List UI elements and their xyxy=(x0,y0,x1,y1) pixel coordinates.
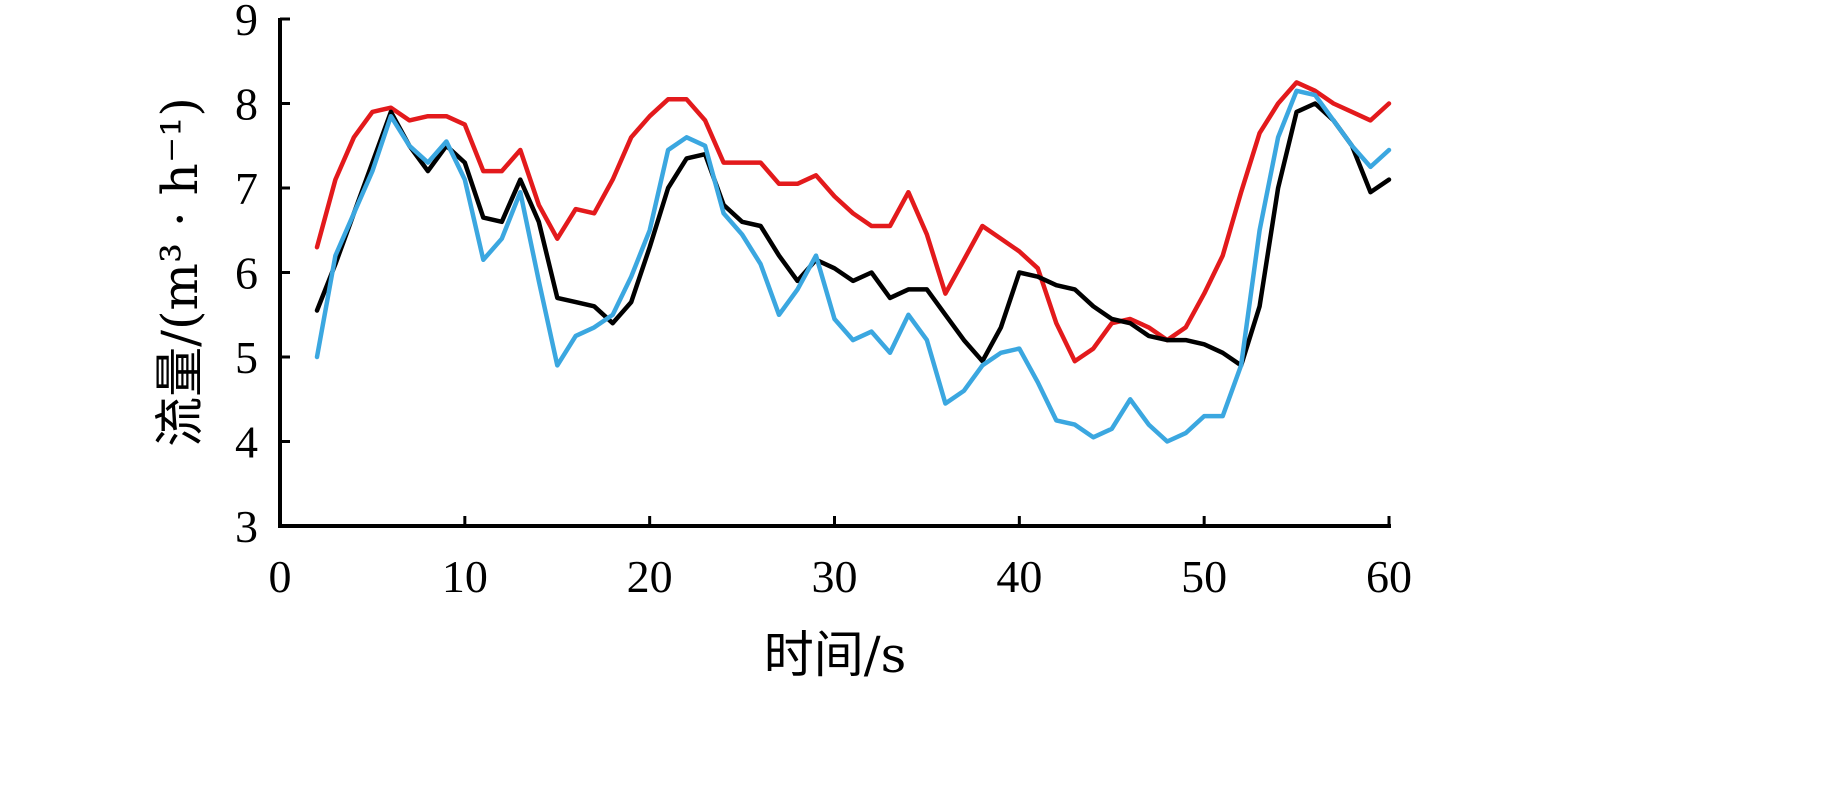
x-tick-label: 50 xyxy=(1181,551,1227,602)
y-ticks: 3 4 5 6 7 8 9 xyxy=(235,0,290,552)
series-line-1 xyxy=(314,80,1392,364)
x-tick-label: 20 xyxy=(627,551,673,602)
series-layer xyxy=(314,80,1392,444)
y-tick-label: 8 xyxy=(235,79,258,130)
y-tick-label: 3 xyxy=(235,501,258,552)
series-line-3 xyxy=(314,88,1392,444)
x-tick-label: 10 xyxy=(442,551,488,602)
x-axis-title: 时间/s xyxy=(764,626,907,684)
x-tick-label: 0 xyxy=(269,551,292,602)
x-tick-label: 40 xyxy=(996,551,1042,602)
y-tick-label: 4 xyxy=(235,417,258,468)
x-ticks: 0 10 20 30 40 50 60 xyxy=(269,516,1412,602)
x-tick-label: 60 xyxy=(1366,551,1412,602)
series-line-2 xyxy=(314,101,1392,368)
y-tick-label: 5 xyxy=(235,332,258,383)
x-tick-label: 30 xyxy=(812,551,858,602)
y-tick-label: 7 xyxy=(235,163,258,214)
y-tick-label: 9 xyxy=(235,0,258,45)
y-tick-label: 6 xyxy=(235,248,258,299)
y-axis-title: 流量/(m³ · h⁻¹) xyxy=(151,97,209,447)
